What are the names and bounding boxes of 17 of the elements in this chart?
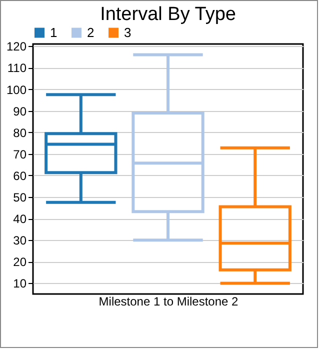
x-tick-label: Milestone 1 to Milestone 2 bbox=[98, 294, 239, 308]
y-tick-label: 40 bbox=[13, 212, 27, 226]
y-tick-label: 60 bbox=[13, 168, 27, 183]
y-tick-label: 50 bbox=[13, 190, 27, 205]
y-tick-label: 100 bbox=[6, 82, 27, 97]
y-tick-label: 20 bbox=[13, 255, 27, 270]
y-tick-label: 10 bbox=[13, 276, 27, 291]
y-tick-label: 70 bbox=[13, 147, 27, 162]
y-tick-label: 90 bbox=[13, 104, 27, 118]
y-tick-label: 120 bbox=[6, 40, 27, 54]
legend-label: 1 bbox=[50, 24, 58, 40]
y-tick-label: 80 bbox=[13, 126, 27, 140]
y-tick-label: 110 bbox=[7, 61, 27, 76]
legend-label: 3 bbox=[124, 24, 132, 40]
y-tick-label: 30 bbox=[13, 234, 27, 248]
chart-title: Interval By Type bbox=[100, 4, 236, 25]
legend-label: 2 bbox=[87, 24, 94, 40]
